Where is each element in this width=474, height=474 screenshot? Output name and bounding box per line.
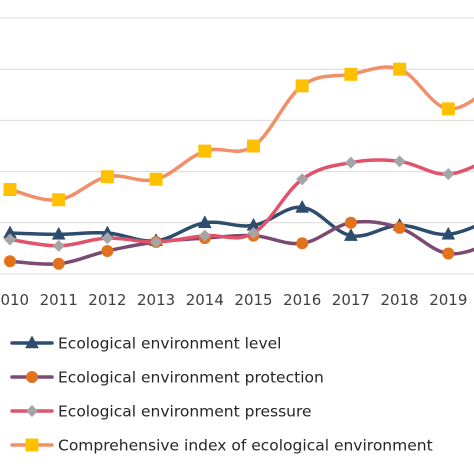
series-3	[3, 62, 474, 207]
data-point-3-7	[344, 67, 358, 81]
data-point-2-2	[101, 232, 114, 245]
x-tick-label: 2014	[186, 291, 224, 309]
legend-label-0: Ecological environment level	[58, 335, 282, 353]
x-tick-label: 2017	[332, 291, 370, 309]
data-point-2-5	[247, 227, 260, 240]
data-point-0-4	[197, 215, 212, 229]
x-tick-label: 2013	[137, 291, 175, 309]
data-point-1-8	[393, 221, 406, 234]
data-point-2-4	[198, 229, 211, 242]
x-tick-label: 2019	[429, 291, 467, 309]
data-point-3-0	[3, 183, 17, 197]
data-point-2-8	[393, 155, 406, 168]
x-tick-label: 2012	[88, 291, 126, 309]
data-point-0-1	[51, 226, 66, 240]
data-point-3-6	[295, 79, 309, 93]
data-point-3-2	[100, 170, 114, 184]
legend: Ecological environment level Ecological e…	[10, 335, 433, 455]
legend-label-2: Ecological environment pressure	[58, 403, 312, 421]
data-point-1-1	[52, 257, 65, 270]
x-tick-label: 2018	[381, 291, 419, 309]
x-tick-label: 2010	[0, 291, 29, 309]
data-point-0-7	[343, 228, 358, 241]
series-2	[4, 155, 474, 252]
data-point-1-7	[344, 216, 357, 229]
data-point-3-9	[441, 102, 455, 116]
data-point-0-9	[441, 226, 456, 240]
legend-label-1: Ecological environment protection	[58, 369, 324, 387]
data-point-3-8	[393, 62, 407, 76]
data-point-2-3	[150, 236, 163, 248]
legend-marker-2	[26, 405, 38, 417]
data-point-1-6	[296, 237, 309, 250]
gridlines	[0, 17, 474, 275]
legend-item-0: Ecological environment level	[10, 335, 282, 353]
data-point-2-6	[296, 173, 309, 186]
data-point-1-9	[442, 247, 455, 260]
series-line-3	[8, 65, 474, 202]
legend-marker-3	[25, 438, 39, 452]
data-point-3-5	[247, 139, 260, 153]
data-point-2-0	[4, 233, 16, 246]
data-point-3-1	[52, 193, 66, 207]
legend-marker-0	[25, 335, 39, 349]
data-point-2-7	[344, 156, 357, 169]
data-point-2-9	[442, 168, 455, 181]
x-tick-label: 2016	[283, 291, 321, 309]
legend-item-1: Ecological environment protection	[10, 369, 324, 387]
data-point-2-1	[52, 239, 65, 252]
x-tick-label: 2015	[234, 291, 272, 309]
legend-label-3: Comprehensive index of ecological enviro…	[58, 437, 433, 455]
data-point-1-2	[101, 244, 114, 257]
legend-item-2: Ecological environment pressure	[10, 403, 312, 421]
x-axis: 2010 2011 2012 2013 2014 2015 2016 2017 2018 2019…	[0, 291, 467, 309]
data-point-3-3	[149, 172, 163, 186]
data-point-0-6	[295, 199, 310, 213]
data-point-1-0	[4, 255, 16, 268]
legend-marker-1	[26, 371, 38, 383]
x-tick-label: 2011	[40, 291, 78, 309]
data-point-3-4	[198, 144, 212, 158]
legend-item-3: Comprehensive index of ecological enviro…	[10, 437, 433, 455]
